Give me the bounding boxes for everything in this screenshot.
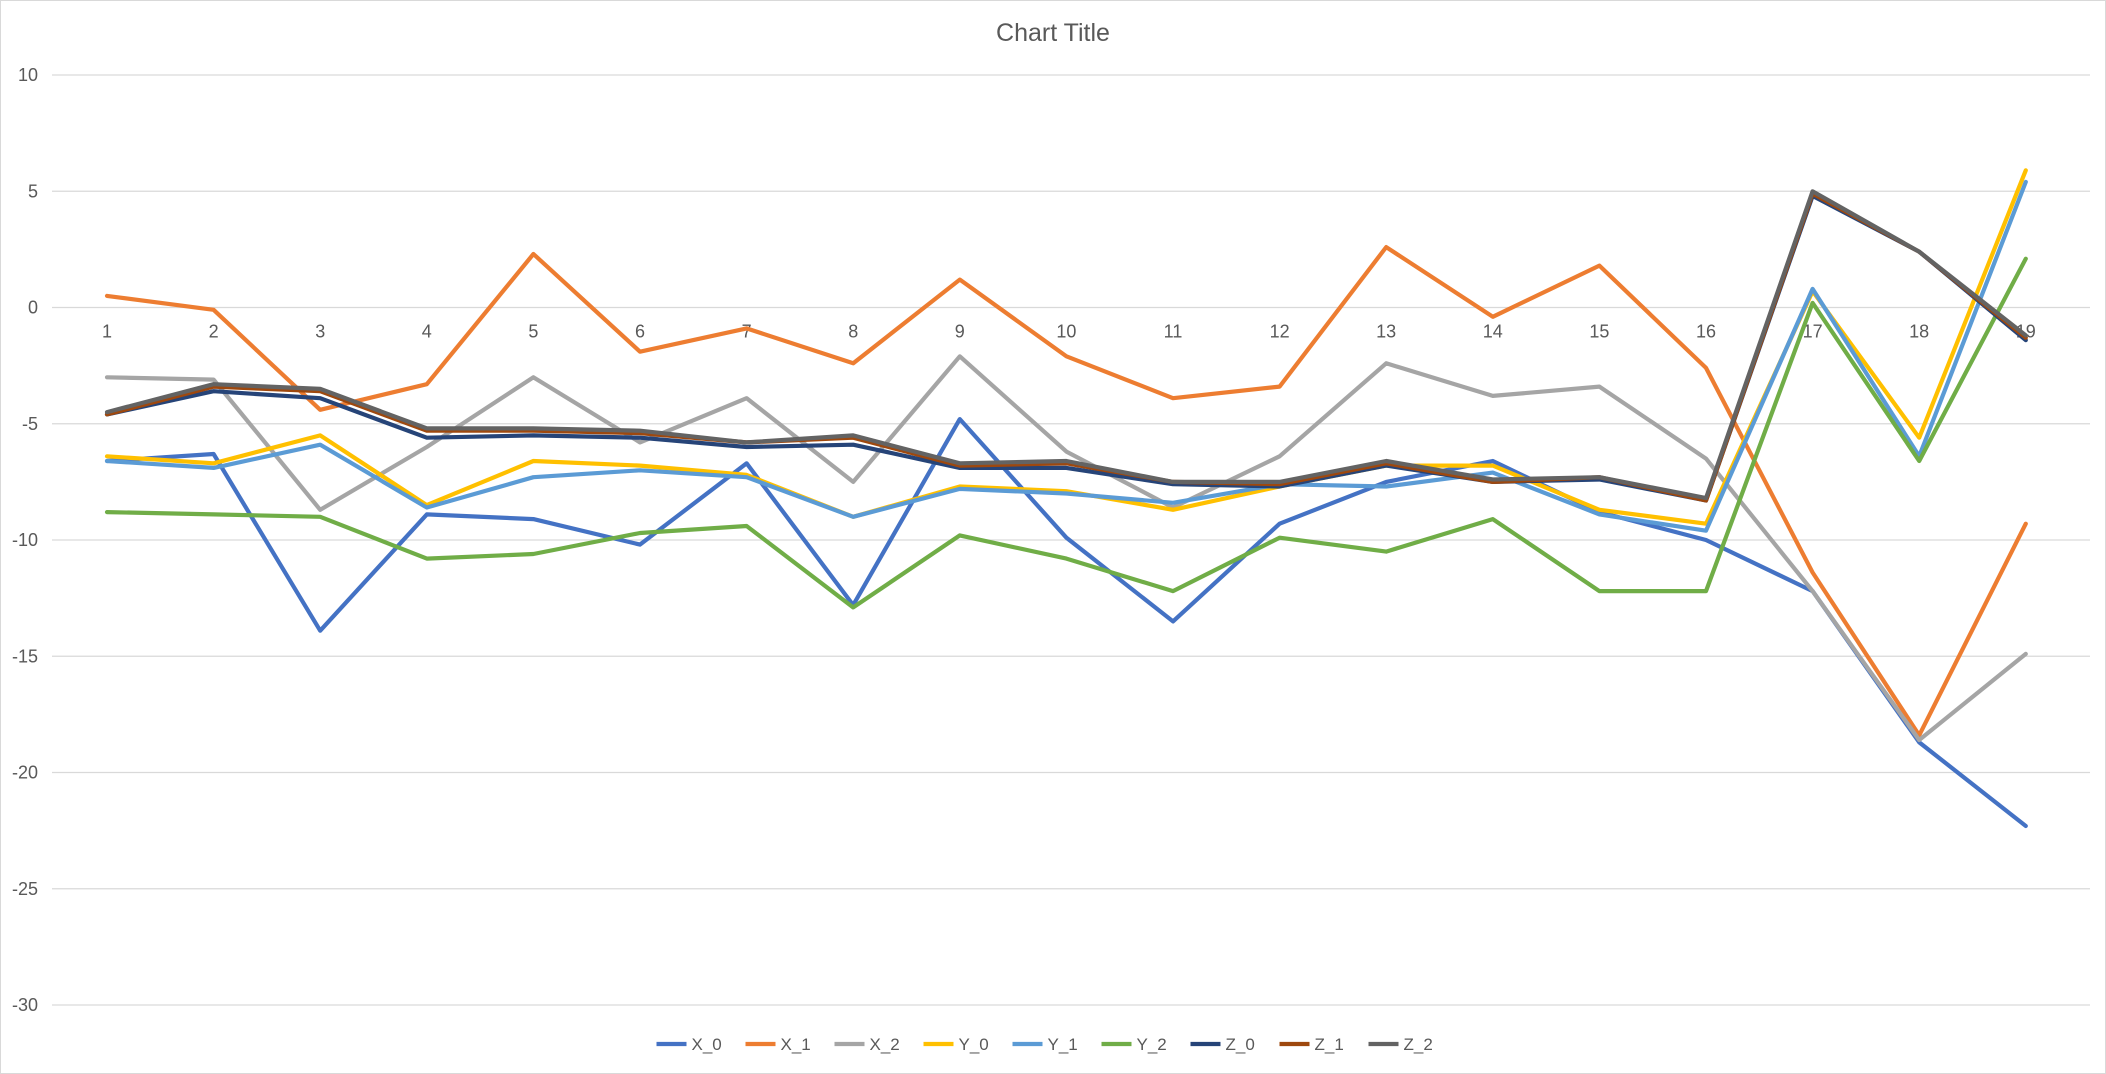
series-line-y-0 — [104, 168, 2028, 526]
legend-label: X_1 — [781, 1035, 811, 1054]
series-line-y-2 — [104, 256, 2028, 610]
y-tick-label: -25 — [12, 879, 38, 899]
y-tick-label: -15 — [12, 646, 38, 666]
x-tick-label: 13 — [1376, 322, 1396, 342]
series-line-z-2 — [104, 189, 2028, 501]
y-tick-label: -30 — [12, 995, 38, 1015]
y-tick-label: 10 — [18, 65, 38, 85]
x-tick-label: 15 — [1589, 322, 1609, 342]
y-tick-label: -5 — [22, 414, 38, 434]
legend-label: X_2 — [870, 1035, 900, 1054]
y-tick-label: -20 — [12, 763, 38, 783]
y-axis-ticks: 10 5 0 -5 -10 -15 -20 -25 -30 — [12, 65, 38, 1015]
x-tick-label: 12 — [1270, 322, 1290, 342]
series-line-x-0 — [104, 417, 2028, 829]
x-tick-label: 18 — [1909, 322, 1929, 342]
legend-label: Y_1 — [1048, 1035, 1078, 1054]
y-tick-label: 5 — [28, 181, 38, 201]
x-tick-label: 10 — [1056, 322, 1076, 342]
x-tick-label: 7 — [742, 322, 752, 342]
series-line-y-1 — [104, 179, 2028, 533]
y-tick-label: -10 — [12, 530, 38, 550]
series-line-x-1 — [104, 245, 2028, 738]
x-tick-label: 4 — [422, 322, 432, 342]
legend: X_0 X_1 X_2 Y_0 Y_1 Y_2 Z_0 Z_1 Z_2 — [656, 1035, 1433, 1054]
x-tick-label: 5 — [528, 322, 538, 342]
gridlines — [52, 74, 2090, 1006]
y-tick-label: 0 — [28, 298, 38, 318]
x-tick-label: 6 — [635, 322, 645, 342]
series-lines — [104, 168, 2028, 829]
x-tick-label: 17 — [1803, 322, 1823, 342]
legend-label: Z_1 — [1315, 1035, 1344, 1054]
legend-label: Z_0 — [1226, 1035, 1255, 1054]
legend-label: X_0 — [692, 1035, 722, 1054]
x-tick-label: 14 — [1483, 322, 1503, 342]
x-axis-ticks: 1 2 3 4 5 6 7 8 9 10 11 12 13 14 15 16 17 18 19 — [102, 322, 2036, 342]
x-tick-label: 2 — [209, 322, 219, 342]
legend-label: Z_2 — [1404, 1035, 1433, 1054]
series-line-z-1 — [104, 191, 2028, 503]
x-tick-label: 11 — [1164, 322, 1183, 342]
x-tick-label: 3 — [315, 322, 325, 342]
legend-label: Y_0 — [959, 1035, 989, 1054]
series-line-x-2 — [104, 354, 2028, 743]
x-tick-label: 1 — [102, 322, 112, 342]
x-tick-label: 16 — [1696, 322, 1716, 342]
x-tick-label: 8 — [848, 322, 858, 342]
legend-label: Y_2 — [1137, 1035, 1167, 1054]
chart-title: Chart Title — [996, 19, 1110, 47]
x-tick-label: 9 — [955, 322, 965, 342]
